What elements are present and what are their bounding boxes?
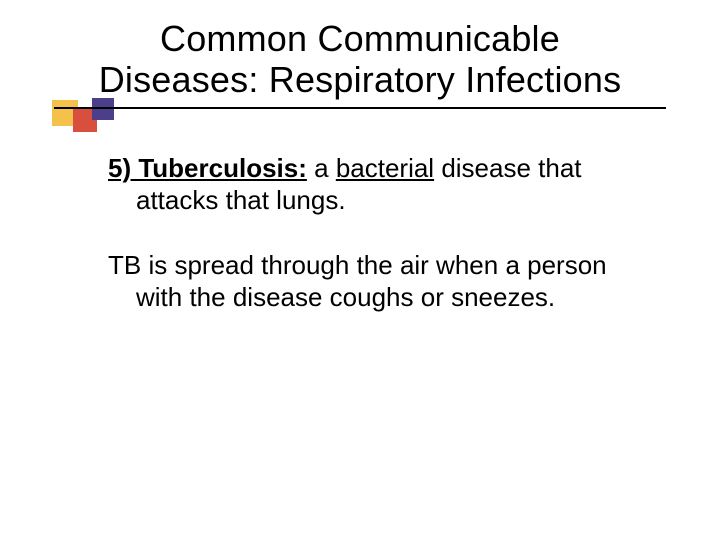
item-text-before: a <box>307 153 336 183</box>
list-item: 5) Tuberculosis: a bacterial disease tha… <box>108 153 650 216</box>
title-block: Common Communicable Diseases: Respirator… <box>50 18 670 101</box>
item-heading: 5) Tuberculosis: <box>108 153 307 183</box>
decorative-squares <box>52 100 147 138</box>
slide-title: Common Communicable Diseases: Respirator… <box>50 18 670 101</box>
item-underlined: bacterial <box>336 153 434 183</box>
square-purple-icon <box>92 98 114 120</box>
title-line-1: Common Communicable <box>160 18 560 59</box>
body-text: 5) Tuberculosis: a bacterial disease tha… <box>50 153 670 314</box>
title-line-2: Diseases: Respiratory Infections <box>99 59 622 100</box>
slide: Common Communicable Diseases: Respirator… <box>0 0 720 540</box>
title-underline <box>54 107 666 109</box>
paragraph: TB is spread through the air when a pers… <box>108 250 650 313</box>
